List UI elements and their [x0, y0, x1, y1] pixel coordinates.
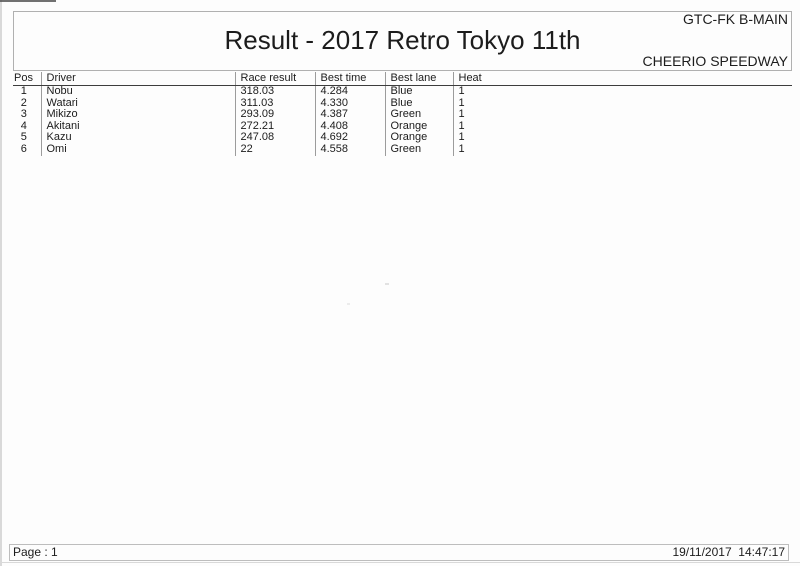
- table-row: 4 Akitani 272.21 4.408 Orange 1: [13, 120, 792, 133]
- cell-pos: 2: [20, 97, 27, 109]
- cell-driver: Nobu: [40, 85, 235, 98]
- column-header-best-time: Best time: [314, 72, 385, 86]
- cell-best-time: 4.692: [314, 132, 385, 144]
- cell-pos: 6: [20, 143, 27, 156]
- cell-driver: Watari: [40, 97, 235, 110]
- footer-bar: Page : 1 19/11/2017 14:47:17: [9, 544, 789, 561]
- page-title: Result - 2017 Retro Tokyo 11th: [224, 25, 581, 55]
- cell-race-result: 22: [234, 143, 315, 156]
- cell-pos: 5: [20, 132, 27, 144]
- cell-best-lane: Blue: [384, 97, 453, 110]
- page-number-label: Page : 1: [13, 545, 58, 559]
- cell-driver: Mikizo: [40, 109, 235, 121]
- report-header-box: GTC-FK B-MAIN Result - 2017 Retro Tokyo …: [13, 11, 792, 71]
- column-header-race-result: Race result: [234, 72, 315, 86]
- cell-best-time: 4.558: [314, 143, 385, 156]
- venue-label: CHEERIO SPEEDWAY: [642, 53, 788, 69]
- table-row: 6 Omi 22 4.558 Green 1: [13, 143, 792, 156]
- cell-heat: 1: [452, 132, 792, 144]
- cell-heat: 1: [452, 143, 792, 156]
- datetime-label: 19/11/2017 14:47:17: [672, 545, 785, 559]
- column-header-best-lane: Best lane: [384, 72, 453, 86]
- scan-edge-bottom: [0, 562, 800, 563]
- cell-race-result: 318.03: [234, 85, 315, 98]
- cell-best-lane: Orange: [384, 132, 453, 144]
- cell-best-time: 4.330: [314, 97, 385, 110]
- cell-pos: 1: [20, 85, 27, 98]
- scan-speck: [385, 283, 389, 285]
- cell-driver: Kazu: [40, 132, 235, 144]
- cell-race-result: 311.03: [234, 97, 315, 110]
- cell-pos: 3: [20, 109, 27, 121]
- table-body: 1 Nobu 318.03 4.284 Blue 1 2 Watari 311.03 4.330 B…: [13, 85, 792, 156]
- table-row: 5 Kazu 247.08 4.692 Orange 1: [13, 132, 792, 144]
- cell-race-result: 272.21: [234, 120, 315, 133]
- table-row: 2 Watari 311.03 4.330 Blue 1: [13, 97, 792, 110]
- scan-speck: [347, 303, 350, 305]
- cell-race-result: 293.09: [234, 109, 315, 121]
- cell-best-time: 4.387: [314, 109, 385, 121]
- scan-mark-top: [0, 0, 56, 2]
- cell-heat: 1: [452, 120, 792, 133]
- event-class-label: GTC-FK B-MAIN: [683, 11, 788, 27]
- cell-driver: Omi: [40, 143, 235, 156]
- cell-best-lane: Orange: [384, 120, 453, 133]
- cell-heat: 1: [452, 97, 792, 110]
- cell-heat: 1: [452, 109, 792, 121]
- column-header-heat: Heat: [452, 72, 792, 86]
- cell-race-result: 247.08: [234, 132, 315, 144]
- results-table: Pos Driver Race result Best time Best la…: [13, 72, 792, 156]
- cell-heat: 1: [452, 85, 792, 98]
- cell-best-time: 4.408: [314, 120, 385, 133]
- cell-best-time: 4.284: [314, 85, 385, 98]
- table-row: 1 Nobu 318.03 4.284 Blue 1: [13, 85, 792, 98]
- column-header-driver: Driver: [40, 72, 235, 86]
- cell-pos: 4: [20, 120, 27, 132]
- scan-edge-left: [0, 0, 2, 566]
- table-header-row: Pos Driver Race result Best time Best la…: [13, 72, 792, 86]
- cell-driver: Akitani: [40, 120, 235, 133]
- column-header-pos: Pos: [13, 72, 41, 86]
- table-row: 3 Mikizo 293.09 4.387 Green 1: [13, 109, 792, 121]
- cell-best-lane: Green: [384, 109, 453, 121]
- cell-best-lane: Blue: [384, 85, 453, 98]
- cell-best-lane: Green: [384, 143, 453, 156]
